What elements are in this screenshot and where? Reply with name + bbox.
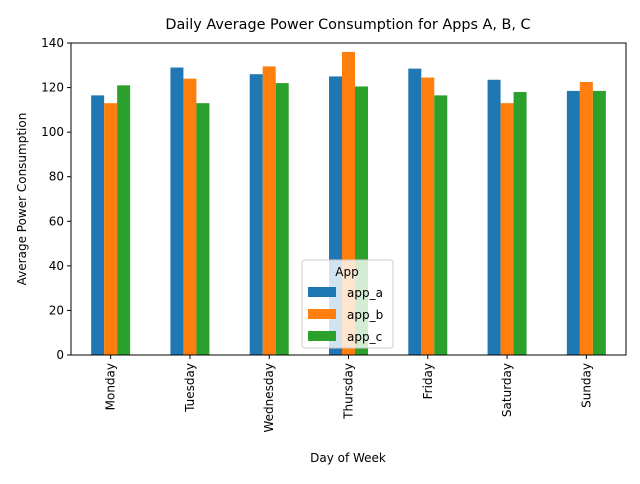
- bar-app_b-sunday: [579, 82, 593, 355]
- legend-swatch-app_b: [308, 309, 336, 319]
- bar-app_c-saturday: [513, 92, 527, 355]
- legend: App app_a app_b app_c: [301, 259, 394, 349]
- legend-items: app_a app_b app_c: [308, 286, 383, 344]
- bar-app_c-tuesday: [196, 103, 210, 355]
- bar-app_b-friday: [421, 77, 435, 355]
- bar-app_c-friday: [434, 95, 448, 356]
- legend-swatch-app_c: [308, 331, 336, 341]
- bar-app_c-sunday: [592, 90, 606, 355]
- legend-title: App: [335, 265, 358, 279]
- x-tick-label-tuesday: Tuesday: [183, 363, 197, 413]
- y-tick-label: 60: [49, 214, 64, 228]
- bar-app_a-tuesday: [170, 67, 184, 355]
- x-axis: Monday Tuesday Wednesday Thursday Friday Satu…: [104, 355, 593, 432]
- y-tick-label: 0: [56, 348, 64, 362]
- x-tick-label-friday: Friday: [421, 363, 435, 399]
- x-tick-label-wednesday: Wednesday: [262, 363, 276, 432]
- y-tick-label: 100: [41, 125, 64, 139]
- legend-label-app_b: app_b: [347, 308, 383, 322]
- bar-app_b-saturday: [500, 103, 514, 355]
- y-tick-label: 20: [49, 303, 64, 317]
- x-tick-label-sunday: Sunday: [579, 363, 593, 408]
- bar-app_a-saturday: [487, 79, 501, 356]
- y-tick-label: 140: [41, 36, 64, 50]
- bar-app_a-wednesday: [249, 74, 263, 355]
- x-tick-label-monday: Monday: [104, 363, 118, 410]
- bar-app_a-friday: [408, 68, 422, 355]
- y-tick-label: 120: [41, 81, 64, 95]
- y-axis: 0 20 40 60 80 100 120 140: [41, 36, 71, 362]
- y-axis-label: Average Power Consumption: [15, 113, 29, 286]
- bar-app_b-monday: [104, 103, 118, 355]
- bar-app_c-wednesday: [275, 83, 289, 356]
- x-axis-label: Day of Week: [310, 451, 386, 465]
- y-tick-label: 80: [49, 170, 64, 184]
- x-tick-label-thursday: Thursday: [342, 363, 356, 420]
- bar-app_c-monday: [117, 85, 131, 355]
- bar-app_b-wednesday: [262, 66, 276, 356]
- legend-label-app_c: app_c: [347, 330, 382, 344]
- x-tick-label-saturday: Saturday: [500, 363, 514, 417]
- legend-label-app_a: app_a: [347, 286, 383, 300]
- legend-box: [301, 259, 394, 349]
- y-tick-label: 40: [49, 259, 64, 273]
- chart-title: Daily Average Power Consumption for Apps…: [165, 17, 530, 33]
- bar-app_a-monday: [91, 95, 105, 356]
- legend-swatch-app_a: [308, 287, 336, 297]
- bar-app_a-sunday: [566, 90, 580, 355]
- bar-app_b-tuesday: [183, 78, 197, 355]
